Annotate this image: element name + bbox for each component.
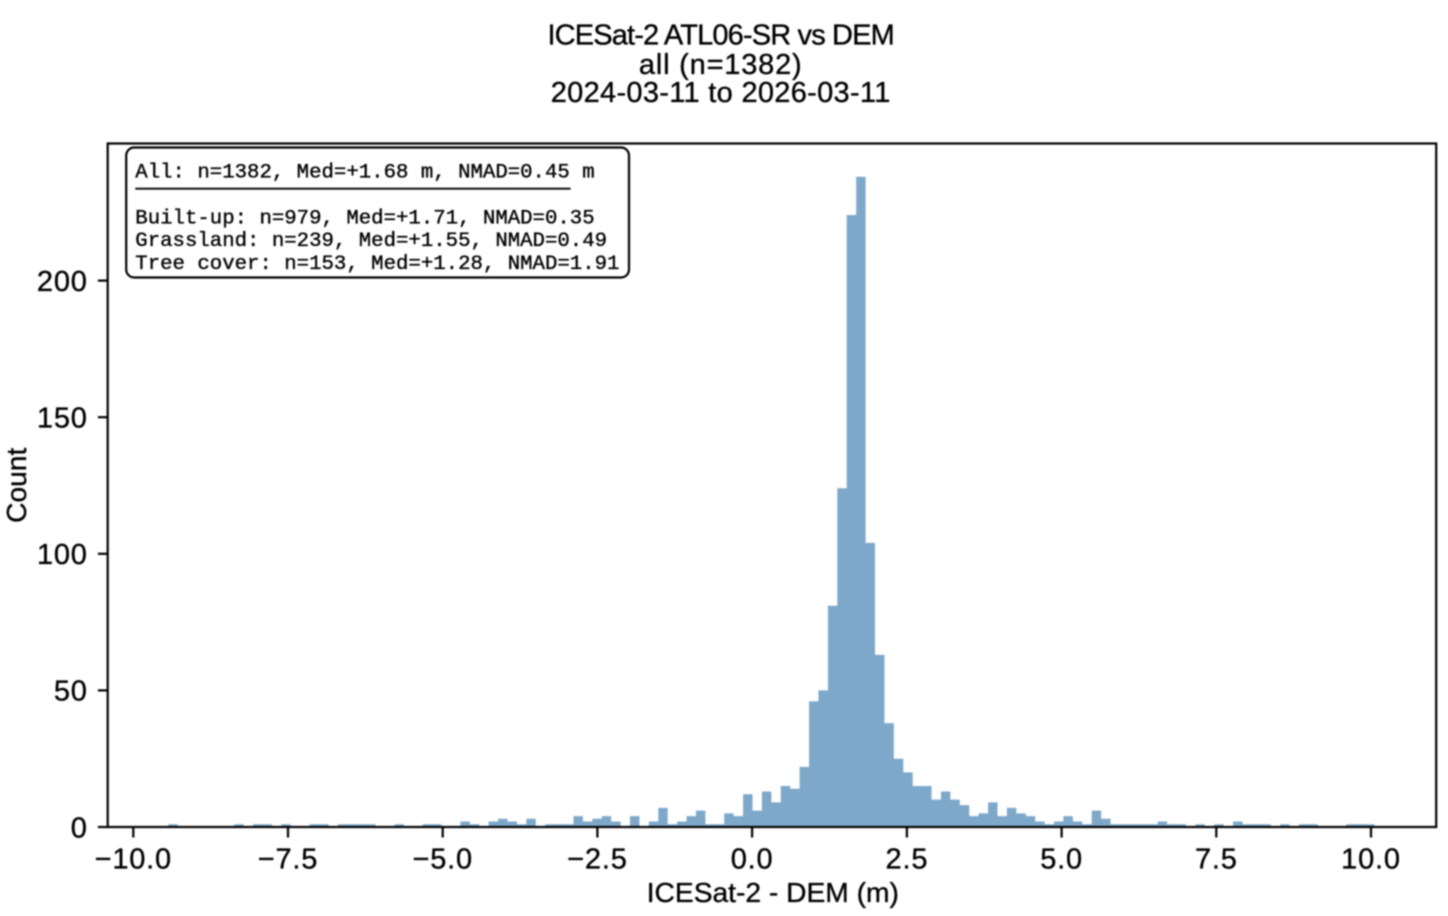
svg-text:7.5: 7.5 (1195, 844, 1238, 876)
svg-text:50: 50 (54, 676, 88, 708)
svg-text:10.0: 10.0 (1341, 844, 1401, 876)
svg-text:2024-03-11 to 2026-03-11: 2024-03-11 to 2026-03-11 (551, 77, 891, 109)
svg-text:Count: Count (0, 448, 32, 523)
svg-text:100: 100 (37, 539, 88, 571)
svg-text:200: 200 (37, 266, 88, 298)
svg-text:150: 150 (37, 403, 88, 435)
svg-text:0.0: 0.0 (731, 844, 774, 876)
svg-text:all (n=1382): all (n=1382) (639, 49, 803, 81)
svg-text:−10.0: −10.0 (95, 844, 172, 876)
svg-text:−7.5: −7.5 (258, 844, 318, 876)
svg-text:Built-up: n=979, Med=+1.71, NM: Built-up: n=979, Med=+1.71, NMAD=0.35 (135, 208, 594, 231)
svg-text:−2.5: −2.5 (567, 844, 627, 876)
svg-text:0: 0 (71, 812, 88, 844)
svg-text:2.5: 2.5 (886, 844, 929, 876)
svg-text:5.0: 5.0 (1040, 844, 1083, 876)
svg-text:−5.0: −5.0 (412, 844, 472, 876)
svg-text:All: n=1382, Med=+1.68 m, NMAD: All: n=1382, Med=+1.68 m, NMAD=0.45 m (135, 162, 594, 185)
svg-text:ICESat-2 ATL06-SR vs DEM: ICESat-2 ATL06-SR vs DEM (547, 19, 894, 51)
svg-text:Tree cover: n=153, Med=+1.28,: Tree cover: n=153, Med=+1.28, NMAD=1.91 (135, 253, 619, 276)
svg-text:Grassland: n=239, Med=+1.55, N: Grassland: n=239, Med=+1.55, NMAD=0.49 (135, 230, 607, 253)
svg-text:ICESat-2 - DEM (m): ICESat-2 - DEM (m) (647, 876, 899, 908)
